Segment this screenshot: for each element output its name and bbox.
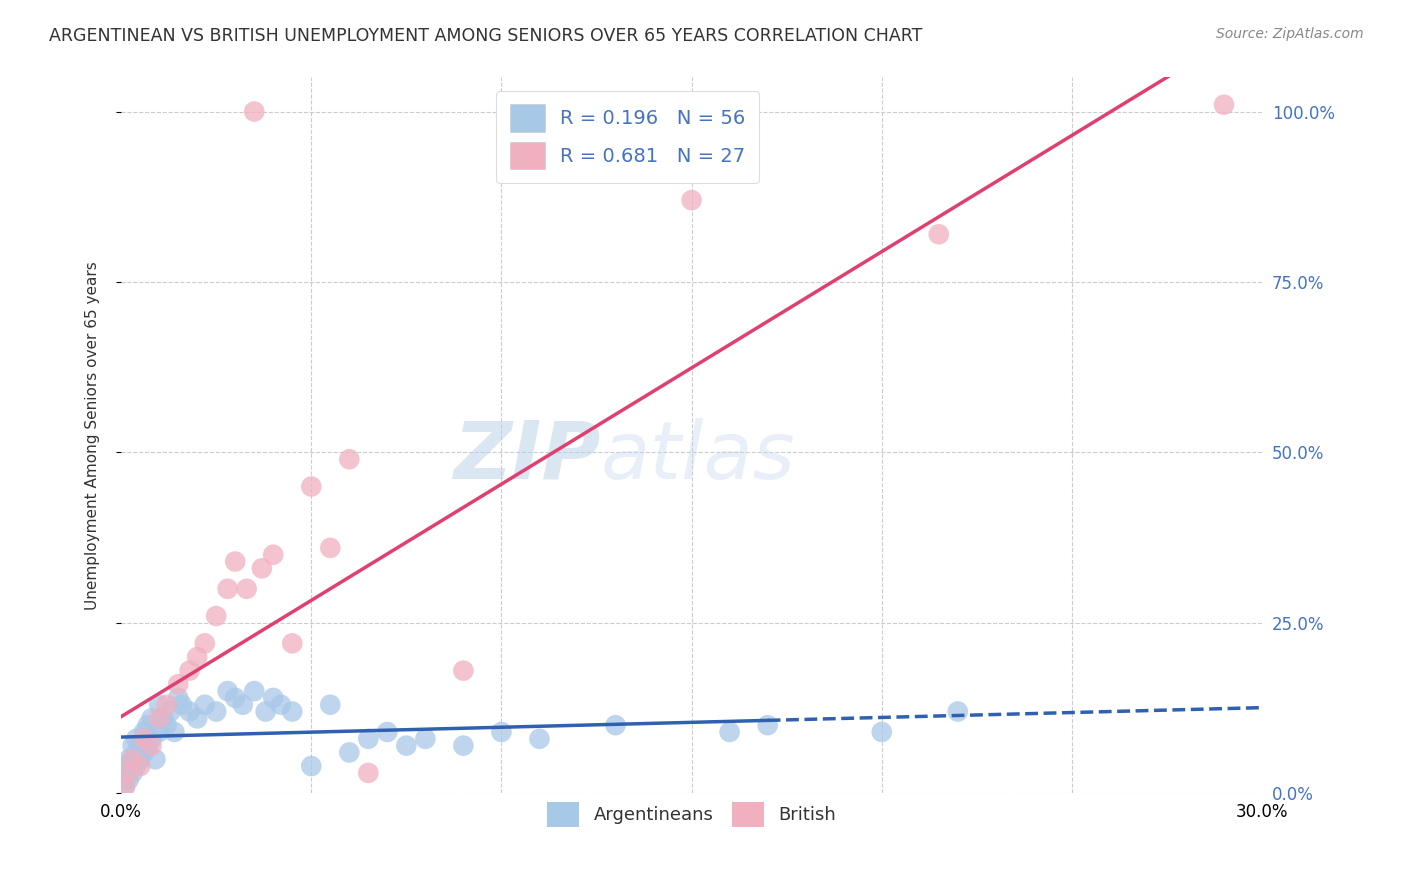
Point [163,725,186,739]
Point [235,582,257,596]
Point [357,731,380,746]
Point [299,479,322,493]
Point [148,698,170,712]
Point [319,698,342,712]
Point [114,759,136,773]
Point [281,636,304,650]
Point [243,104,266,119]
Point [232,698,254,712]
Text: atlas: atlas [600,417,794,496]
Point [129,759,152,773]
Y-axis label: Unemployment Among Seniors over 65 years: Unemployment Among Seniors over 65 years [86,261,100,610]
Point [118,772,141,787]
Point [870,725,893,739]
Point [681,193,703,207]
Point [205,609,228,624]
Point [928,227,950,242]
Point [491,725,513,739]
Point [132,725,155,739]
Point [114,780,136,794]
Text: Source: ZipAtlas.com: Source: ZipAtlas.com [1216,27,1364,41]
Point [453,739,475,753]
Point [125,746,148,760]
Point [114,780,136,794]
Point [179,664,201,678]
Point [224,690,246,705]
Point [136,718,159,732]
Point [718,725,741,739]
Point [243,684,266,698]
Point [1213,97,1236,112]
Point [270,698,292,712]
Point [159,705,181,719]
Point [756,718,779,732]
Point [170,698,193,712]
Legend: Argentineans, British: Argentineans, British [540,795,844,834]
Point [946,705,969,719]
Point [118,765,141,780]
Point [121,752,143,766]
Point [143,752,166,766]
Point [148,711,170,725]
Point [121,752,143,766]
Point [136,739,159,753]
Point [299,759,322,773]
Point [121,765,143,780]
Point [529,731,551,746]
Point [186,711,208,725]
Point [281,705,304,719]
Point [148,725,170,739]
Point [395,739,418,753]
Point [217,582,239,596]
Point [129,752,152,766]
Point [141,711,163,725]
Point [194,636,217,650]
Point [179,705,201,719]
Point [129,739,152,753]
Point [605,718,627,732]
Point [186,650,208,665]
Point [415,731,437,746]
Point [167,690,190,705]
Point [167,677,190,691]
Point [118,752,141,766]
Point [121,739,143,753]
Point [132,746,155,760]
Point [152,711,174,725]
Point [453,664,475,678]
Point [156,698,179,712]
Point [114,772,136,787]
Text: ZIP: ZIP [453,417,600,496]
Point [132,731,155,746]
Point [357,765,380,780]
Point [262,690,284,705]
Point [224,555,246,569]
Point [125,731,148,746]
Point [141,739,163,753]
Point [194,698,217,712]
Point [262,548,284,562]
Point [217,684,239,698]
Point [319,541,342,555]
Point [337,746,360,760]
Point [156,718,179,732]
Point [205,705,228,719]
Point [250,561,273,575]
Point [125,759,148,773]
Text: ARGENTINEAN VS BRITISH UNEMPLOYMENT AMONG SENIORS OVER 65 YEARS CORRELATION CHAR: ARGENTINEAN VS BRITISH UNEMPLOYMENT AMON… [49,27,922,45]
Point [337,452,360,467]
Point [375,725,398,739]
Point [141,731,163,746]
Point [254,705,277,719]
Point [118,765,141,780]
